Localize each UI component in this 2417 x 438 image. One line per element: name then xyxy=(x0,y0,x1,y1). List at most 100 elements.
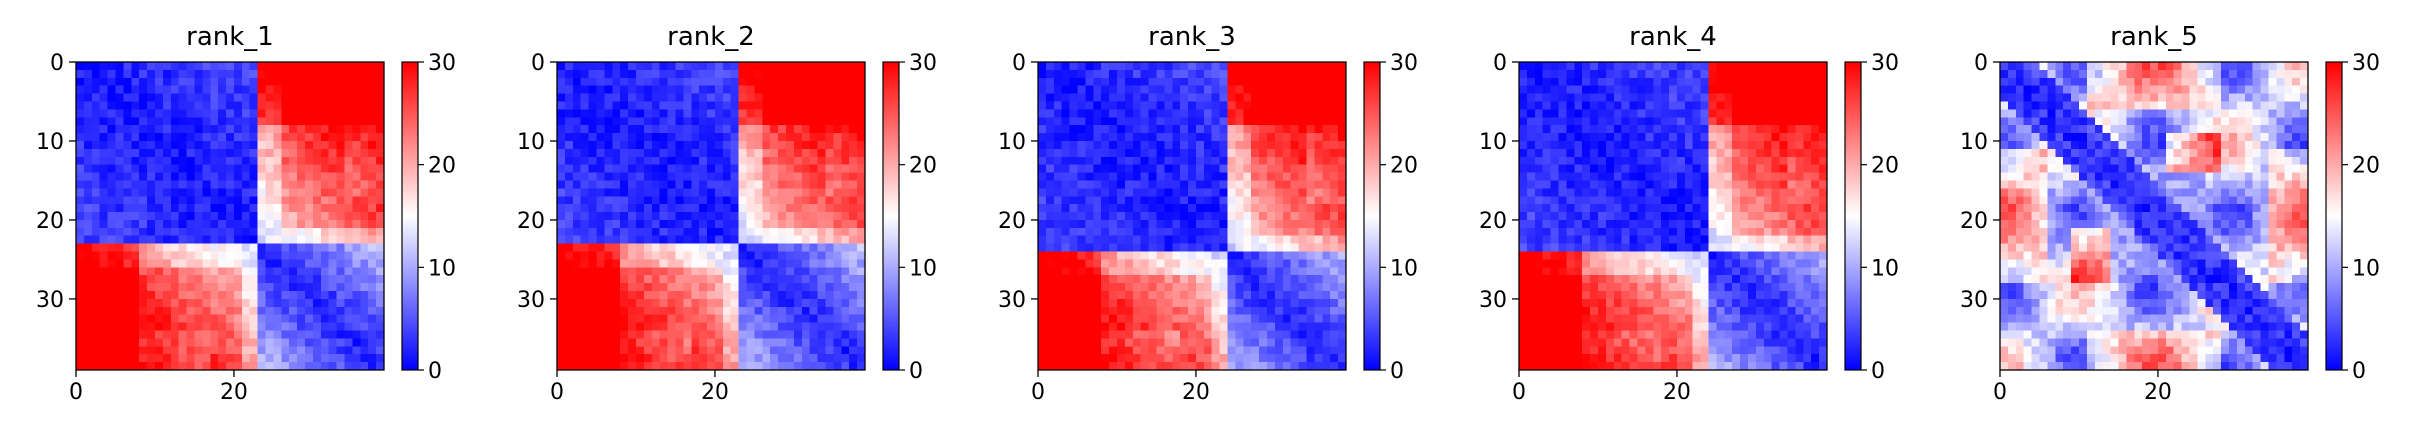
heatmap-cell xyxy=(202,219,211,229)
heatmap-cell xyxy=(1038,133,1047,142)
heatmap-cell xyxy=(376,283,385,292)
heatmap-cell xyxy=(1235,117,1244,126)
heatmap-cell xyxy=(210,314,219,324)
heatmap-cell xyxy=(1526,93,1536,103)
heatmap-cell xyxy=(218,243,227,253)
heatmap-cell xyxy=(557,346,566,355)
heatmap-cell xyxy=(1322,362,1331,371)
heatmap-cell xyxy=(1101,85,1110,95)
heatmap-cell xyxy=(1038,196,1047,205)
heatmap-cell xyxy=(1172,291,1181,300)
heatmap-cell xyxy=(1574,62,1583,71)
heatmap-cell xyxy=(730,362,740,371)
heatmap-cell xyxy=(1188,291,1197,300)
heatmap-cell xyxy=(170,227,180,237)
heatmap-cell xyxy=(273,243,282,253)
heatmap-cell xyxy=(83,354,93,363)
heatmap-cell xyxy=(1132,235,1142,245)
heatmap-cell xyxy=(257,227,267,237)
heatmap-cell xyxy=(801,69,811,79)
heatmap-cell xyxy=(99,156,109,166)
heatmap-cell xyxy=(115,180,124,189)
heatmap-cell xyxy=(1045,125,1055,134)
heatmap-cell xyxy=(1526,69,1536,79)
heatmap-cell xyxy=(1038,180,1047,189)
heatmap-cell xyxy=(1085,77,1094,87)
heatmap-cell xyxy=(1605,125,1615,134)
heatmap-cell xyxy=(1069,219,1079,229)
heatmap-cell xyxy=(596,354,605,363)
heatmap-cell xyxy=(147,85,156,95)
heatmap-cell xyxy=(1069,338,1079,347)
heatmap-cell xyxy=(746,227,756,237)
heatmap-cell xyxy=(1211,346,1221,355)
heatmap-cell xyxy=(147,212,156,221)
heatmap-cell xyxy=(1267,298,1276,308)
heatmap-cell xyxy=(376,85,385,95)
heatmap-cell xyxy=(115,172,124,182)
heatmap-cell xyxy=(1085,306,1094,316)
heatmap-cell xyxy=(738,133,748,142)
heatmap-cell xyxy=(202,69,211,79)
heatmap-cell xyxy=(730,338,740,347)
heatmap-cell xyxy=(596,164,605,174)
heatmap-cell xyxy=(762,109,771,118)
heatmap-cell xyxy=(273,322,282,332)
heatmap-cell xyxy=(281,330,290,340)
heatmap-cell xyxy=(699,362,708,371)
heatmap-cell xyxy=(738,117,748,126)
heatmap-cell xyxy=(833,164,842,174)
heatmap-cell xyxy=(233,85,243,95)
heatmap-cell xyxy=(1298,156,1308,166)
heatmap-cell xyxy=(312,322,322,332)
heatmap-cell xyxy=(249,212,259,221)
heatmap-cell xyxy=(265,235,275,245)
heatmap-cell xyxy=(265,338,275,347)
heatmap-cell xyxy=(1045,93,1055,103)
heatmap-cell xyxy=(241,109,251,118)
heatmap-cell xyxy=(714,267,724,276)
heatmap-cell xyxy=(683,156,692,166)
heatmap-cell xyxy=(714,338,724,347)
heatmap-cell xyxy=(683,180,692,189)
heatmap-cell xyxy=(667,291,677,300)
heatmap-cell xyxy=(1676,85,1686,95)
heatmap-cell xyxy=(360,196,369,205)
heatmap-cell xyxy=(730,62,740,71)
heatmap-cell xyxy=(1274,306,1284,316)
heatmap-cell xyxy=(1542,133,1552,142)
heatmap-cell xyxy=(667,298,677,308)
heatmap-cell xyxy=(1053,346,1063,355)
heatmap-cell xyxy=(620,235,629,245)
heatmap-cells xyxy=(557,62,866,371)
heatmap-cell xyxy=(202,140,211,150)
heatmap-cell xyxy=(1274,346,1284,355)
heatmap-cell xyxy=(281,188,290,197)
heatmap-cell xyxy=(754,322,763,332)
heatmap-cell xyxy=(809,298,819,308)
heatmap-cell xyxy=(635,298,645,308)
heatmap-cell xyxy=(738,259,748,268)
heatmap-cell xyxy=(691,212,700,221)
heatmap-cell xyxy=(305,251,314,261)
heatmap-cell xyxy=(1053,330,1063,340)
heatmap-cell xyxy=(305,306,314,316)
heatmap-cell xyxy=(801,267,811,276)
heatmap-cell xyxy=(754,148,763,158)
heatmap-cell xyxy=(817,243,827,253)
heatmap-cell xyxy=(226,109,235,118)
heatmap-cell xyxy=(1700,69,1710,79)
heatmap-cell xyxy=(1259,219,1268,229)
heatmap-cell xyxy=(328,164,338,174)
heatmap-cell xyxy=(1684,93,1694,103)
heatmap-cell xyxy=(147,180,156,189)
heatmap-cell xyxy=(722,354,732,363)
heatmap-cell xyxy=(1314,330,1323,340)
heatmap-cell xyxy=(1172,362,1181,371)
heatmap-cell xyxy=(1613,101,1623,110)
heatmap-cell xyxy=(360,346,369,355)
heatmap-cell xyxy=(1077,243,1086,253)
heatmap-cell xyxy=(1109,196,1118,205)
heatmap-cell xyxy=(833,306,842,316)
heatmap-cell xyxy=(186,322,196,332)
